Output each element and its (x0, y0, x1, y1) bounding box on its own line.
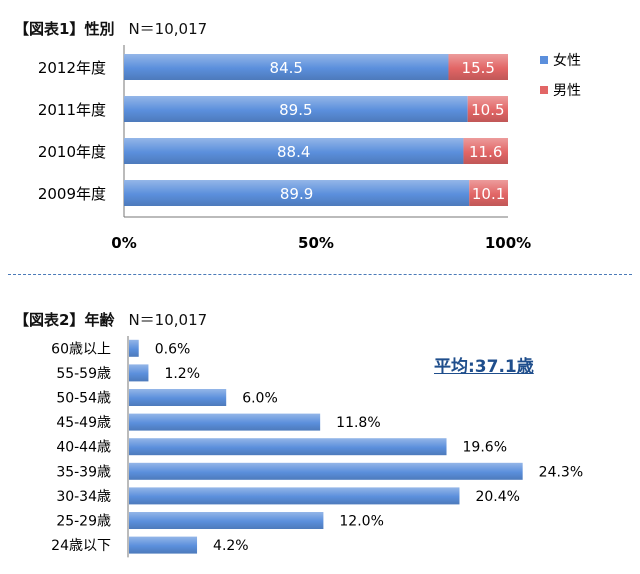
gender-chart-panel: 【図表1】性別 N＝10,017 2012年度 84.5 15.5 2011年度 89.5… (0, 0, 640, 270)
bar (129, 536, 198, 554)
bar-segment (124, 54, 449, 80)
category-label: 60歳以上 (51, 341, 111, 357)
age-chart-title: 【図表2】年齢 N＝10,017 (14, 309, 207, 330)
bar-value-label: 11.6 (469, 143, 502, 161)
bar-value-label: 88.4 (277, 143, 310, 161)
category-label: 24歳以下 (51, 538, 111, 554)
bar-value-label: 24.3% (539, 464, 583, 480)
gender-bar-chart: 2012年度 84.5 15.5 2011年度 89.5 10.5 2010年度 88.4 11… (38, 45, 581, 252)
bar-value-label: 4.2% (213, 538, 249, 554)
gender-chart-title: 【図表1】性別 N＝10,017 (14, 18, 207, 39)
age-chart-n-label: N＝10,017 (128, 311, 208, 329)
bar-value-label: 10.5 (471, 101, 504, 119)
bar (129, 487, 460, 505)
age-chart-title-text: 年齢 (84, 311, 115, 329)
section-divider (8, 274, 632, 275)
bar (129, 389, 227, 406)
bar-value-label: 15.5 (462, 59, 495, 77)
bar-segment (448, 54, 508, 80)
x-tick-label: 0% (111, 234, 136, 252)
category-label: 35-39歳 (56, 464, 111, 480)
age-chart-bracket: 【図表2】 (14, 311, 85, 329)
legend-label: 女性 (553, 52, 581, 69)
category-label: 25-29歳 (56, 514, 111, 530)
gender-chart-n-label: N＝10,017 (128, 20, 208, 38)
category-label: 50-54歳 (56, 391, 111, 407)
bar (129, 339, 139, 357)
category-label: 2009年度 (38, 185, 106, 203)
bar-value-label: 89.9 (280, 185, 313, 203)
legend-label: 男性 (553, 83, 581, 99)
bar-value-label: 11.8% (336, 415, 380, 431)
average-age-annotation: 平均:37.1歳 (434, 357, 534, 377)
category-label: 2012年度 (38, 59, 106, 77)
bar-value-label: 19.6% (463, 440, 507, 456)
bar (129, 413, 321, 431)
gender-chart-title-text: 性別 (84, 20, 115, 38)
bar-value-label: 0.6% (155, 341, 191, 357)
bar-segment (467, 96, 508, 122)
age-bar-chart: 60歳以上 0.6% 55-59歳 1.2% 50-54歳 6.0% 45-49歳 11.8%… (51, 336, 583, 558)
bar (129, 512, 324, 529)
bar-value-label: 12.0% (339, 514, 383, 530)
age-chart-panel: 【図表2】年齢 N＝10,017 平均:37.1歳 60歳以上 0.6% 55-59歳… (0, 283, 640, 574)
bar-segment (463, 138, 508, 164)
category-label: 30-34歳 (56, 489, 111, 505)
category-label: 40-44歳 (56, 440, 111, 456)
bar-segment (124, 96, 468, 122)
legend-swatch (540, 56, 548, 64)
gender-chart-bracket: 【図表1】 (14, 20, 85, 38)
bar-value-label: 10.1 (472, 185, 505, 203)
bar-value-label: 20.4% (475, 489, 519, 505)
legend-swatch (540, 86, 548, 94)
category-label: 45-49歳 (56, 415, 111, 431)
bar-segment (469, 180, 508, 206)
bar-value-label: 89.5 (279, 101, 312, 119)
category-label: 2011年度 (38, 101, 106, 119)
bar-value-label: 84.5 (270, 59, 303, 77)
bar-segment (124, 138, 464, 164)
bar-segment (124, 180, 470, 206)
bar-value-label: 1.2% (164, 366, 200, 382)
x-tick-label: 100% (485, 234, 531, 252)
bar (129, 438, 447, 456)
bar (129, 364, 149, 382)
category-label: 2010年度 (38, 143, 106, 161)
category-label: 55-59歳 (56, 366, 111, 382)
x-tick-label: 50% (298, 234, 334, 252)
bar-value-label: 6.0% (242, 391, 278, 407)
bar (129, 462, 523, 480)
